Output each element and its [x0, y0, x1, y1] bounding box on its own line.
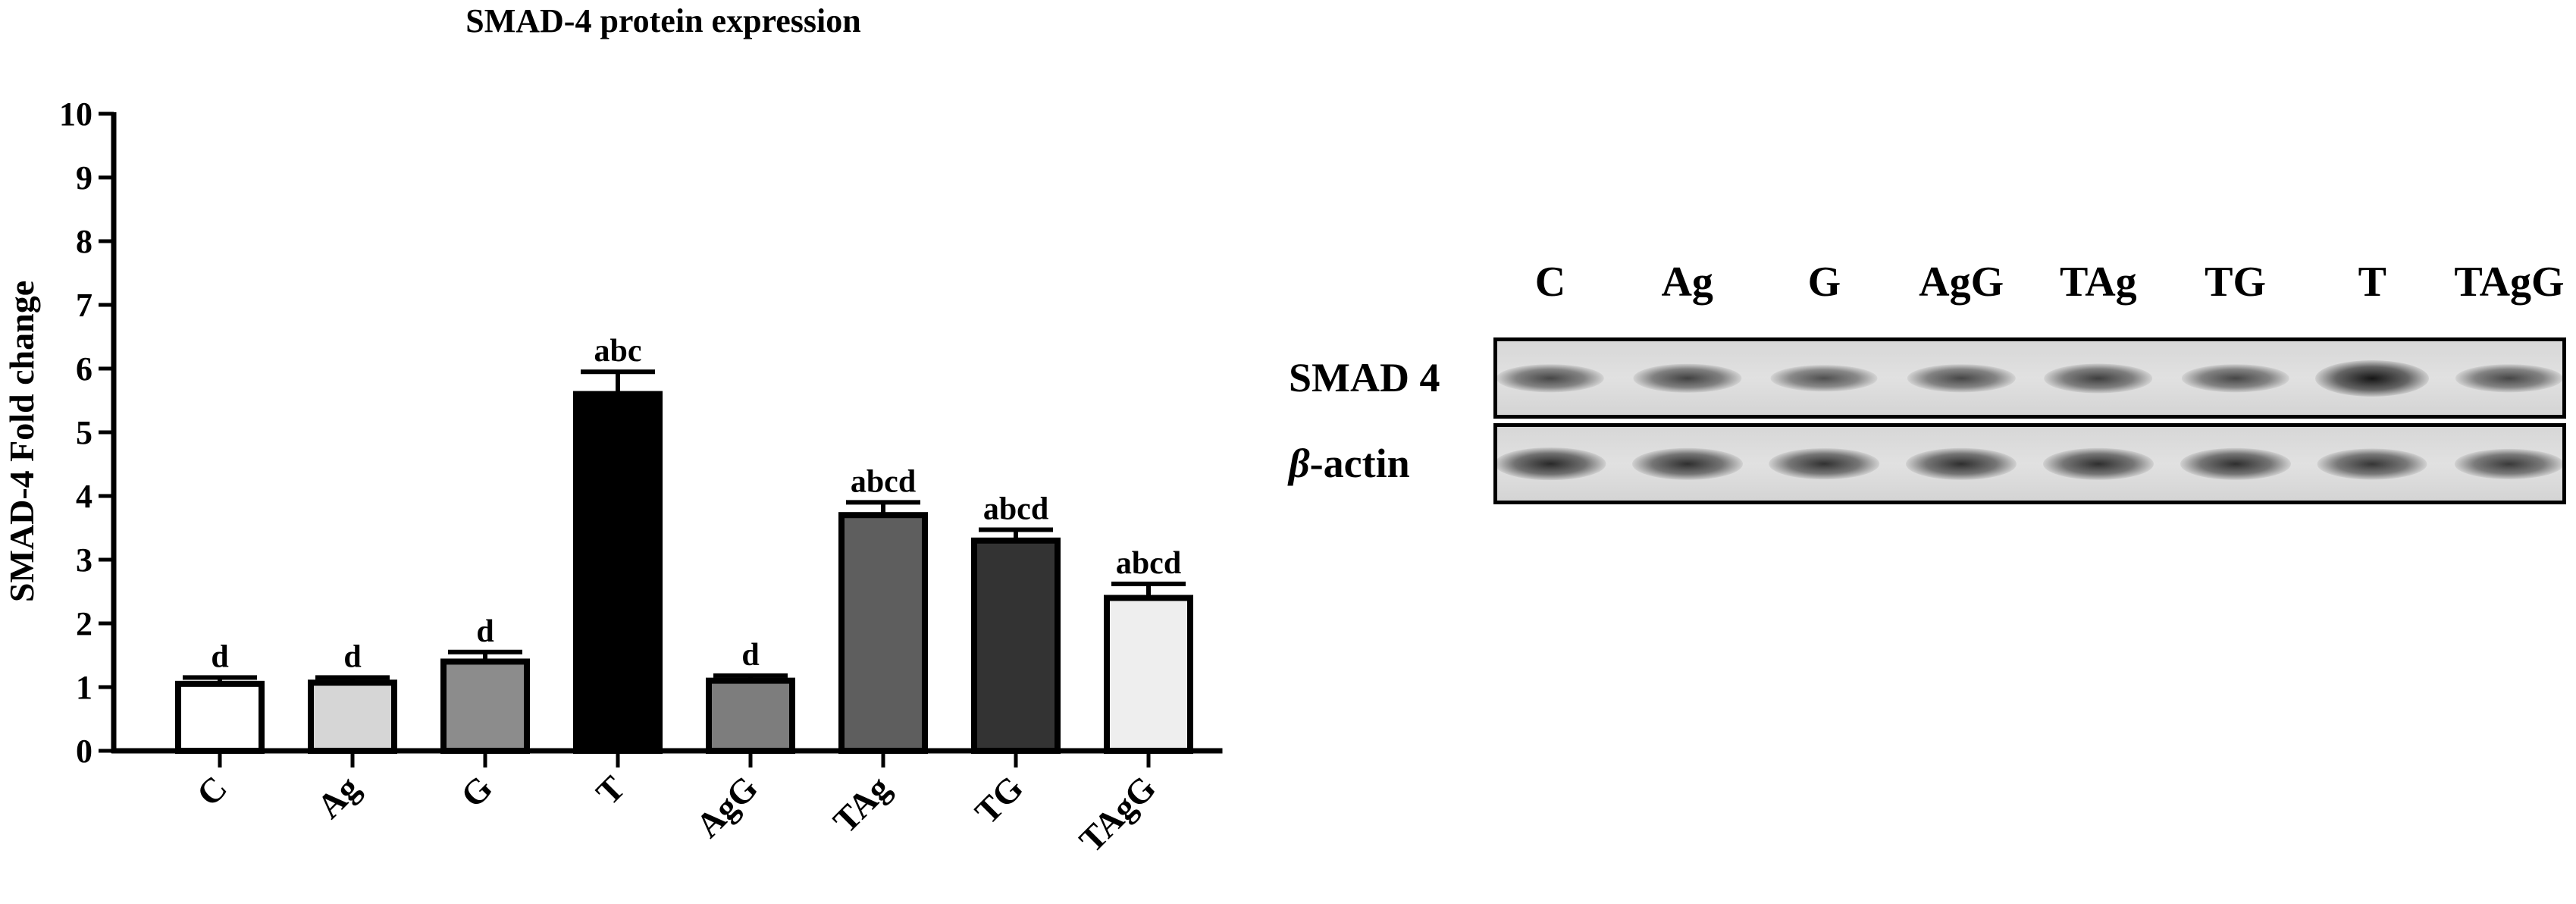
- blot-band: [1770, 364, 1878, 392]
- bar-agg: [706, 677, 795, 754]
- y-tick-label: 3: [76, 541, 92, 579]
- blot-band: [1633, 363, 1742, 393]
- blot-row-label-text: SMAD 4: [1289, 355, 1440, 400]
- x-tick-label: AgG: [688, 768, 765, 845]
- bar-chart: SMAD-4 protein expression SMAD-4 Fold ch…: [2, 2, 1223, 859]
- blot-row-label-prefix: β: [1289, 441, 1310, 486]
- y-tick-label: 8: [76, 223, 92, 260]
- significance-label: d: [476, 614, 494, 649]
- blot-lane-label: TAg: [2060, 259, 2137, 306]
- blot-band: [2454, 448, 2562, 479]
- significance-label: abcd: [983, 492, 1048, 527]
- bar-tg: [971, 537, 1061, 754]
- blot-lane-label: TAgG: [2454, 259, 2565, 306]
- y-tick-label: 9: [76, 159, 92, 196]
- chart-title: SMAD-4 protein expression: [465, 2, 861, 39]
- blot-lane-label: G: [1807, 259, 1841, 306]
- blot-row-label: SMAD 4: [1289, 354, 1440, 401]
- blot-band: [1497, 363, 1605, 393]
- x-tick-label: TG: [967, 768, 1030, 831]
- x-tick-label: TAgG: [1072, 768, 1163, 859]
- blot-lane-label: C: [1534, 259, 1566, 306]
- y-tick-label: 2: [76, 605, 92, 642]
- significance-label: abcd: [851, 464, 916, 499]
- significance-label: d: [343, 639, 361, 674]
- blot-band: [1497, 447, 1606, 481]
- blot-band: [2180, 447, 2291, 480]
- bar-tagg: [1104, 595, 1193, 755]
- blot-row-label-text: -actin: [1309, 441, 1410, 486]
- y-tick-label: 1: [76, 669, 92, 706]
- bar-c: [175, 680, 265, 754]
- blot-row-label: β-actin: [1289, 440, 1410, 487]
- y-tick-label: 10: [59, 96, 92, 133]
- blot-lane-label: T: [2358, 259, 2386, 306]
- y-tick-label: 4: [76, 478, 92, 515]
- blot-band: [2455, 363, 2562, 393]
- blot-band: [2044, 363, 2153, 394]
- blot-band: [2181, 363, 2289, 393]
- significance-label: d: [211, 639, 228, 674]
- blot-strip: [1493, 423, 2566, 504]
- x-tick-label: G: [453, 768, 500, 815]
- y-tick-label: 0: [76, 733, 92, 770]
- blot-band: [1907, 363, 2016, 393]
- blot-band: [2042, 447, 2154, 480]
- bar-ag: [308, 680, 397, 754]
- significance-label: d: [741, 638, 759, 673]
- x-tick-label: Ag: [309, 768, 367, 826]
- western-blot-panel: C Ag G AgG TAg TG T TAgG SMAD 4 β-actin: [1289, 258, 2576, 561]
- blot-band: [1631, 447, 1743, 480]
- blot-lane-label: Ag: [1661, 259, 1713, 306]
- bar-tag: [838, 512, 928, 754]
- blot-band: [1769, 447, 1880, 480]
- bar-t: [573, 391, 663, 754]
- blot-band: [2317, 448, 2427, 479]
- blot-strip: [1493, 337, 2566, 419]
- blot-lane-label: TG: [2205, 259, 2267, 306]
- blot-band: [2315, 359, 2430, 397]
- x-tick-label: T: [588, 768, 632, 812]
- significance-label: abcd: [1116, 546, 1181, 581]
- x-tick-label: C: [190, 768, 235, 814]
- significance-label: abc: [594, 334, 642, 369]
- blot-lane-label: AgG: [1919, 259, 2004, 306]
- x-tick-label: TAg: [826, 768, 898, 840]
- y-tick-label: 5: [76, 414, 92, 451]
- bar-g: [440, 658, 530, 755]
- y-axis-label: SMAD-4 Fold change: [2, 281, 41, 602]
- y-tick-label: 6: [76, 350, 92, 388]
- blot-band: [1906, 447, 2017, 480]
- y-tick-label: 7: [76, 287, 92, 324]
